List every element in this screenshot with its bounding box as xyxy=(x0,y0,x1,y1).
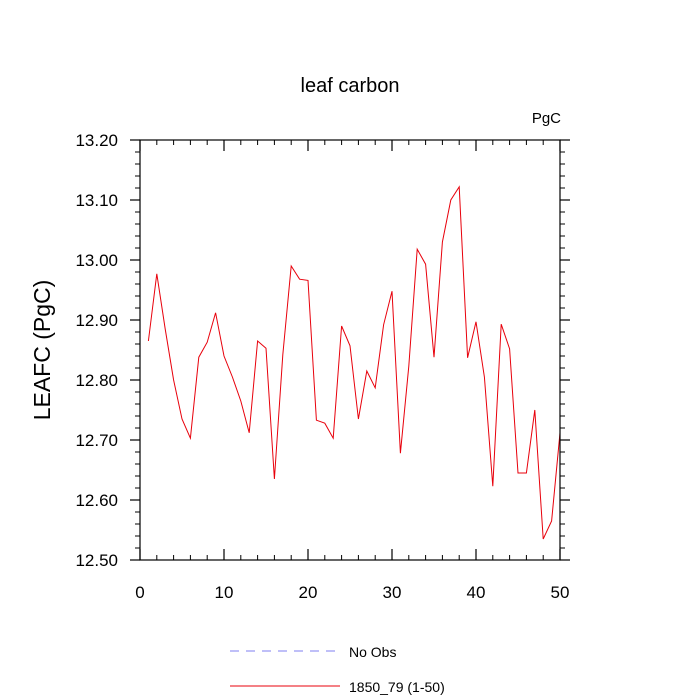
legend-label-no-obs: No Obs xyxy=(349,644,396,660)
series-line-1850-79-1-50- xyxy=(147,185,561,540)
chart-title: leaf carbon xyxy=(301,75,400,97)
legend-label-1850-79: 1850_79 (1-50) xyxy=(349,679,445,695)
x-tick-label: 20 xyxy=(299,583,318,602)
axis-tick-labels: 0 10 20 30 40 50 12.50 12.60 12.70 12.80 12.90 13.0… xyxy=(75,131,569,602)
y-tick-label: 13.10 xyxy=(75,191,118,210)
x-tick-label: 40 xyxy=(467,583,486,602)
y-tick-label: 12.90 xyxy=(75,311,118,330)
y-tick-label: 12.70 xyxy=(75,431,118,450)
y-tick-label: 13.00 xyxy=(75,251,118,270)
series-layer xyxy=(147,185,561,540)
plot-frame xyxy=(139,139,561,561)
units-label: PgC xyxy=(532,110,561,127)
x-tick-label: 0 xyxy=(135,583,144,602)
y-tick-label: 13.20 xyxy=(75,131,118,150)
y-tick-label: 12.80 xyxy=(75,371,118,390)
x-tick-label: 50 xyxy=(551,583,570,602)
y-axis-label: LEAFC (PgC) xyxy=(29,280,55,421)
y-tick-label: 12.50 xyxy=(75,551,118,570)
x-tick-label: 30 xyxy=(383,583,402,602)
legend: No Obs 1850_79 (1-50) xyxy=(230,644,445,695)
x-tick-label: 10 xyxy=(215,583,234,602)
y-tick-label: 12.60 xyxy=(75,491,118,510)
